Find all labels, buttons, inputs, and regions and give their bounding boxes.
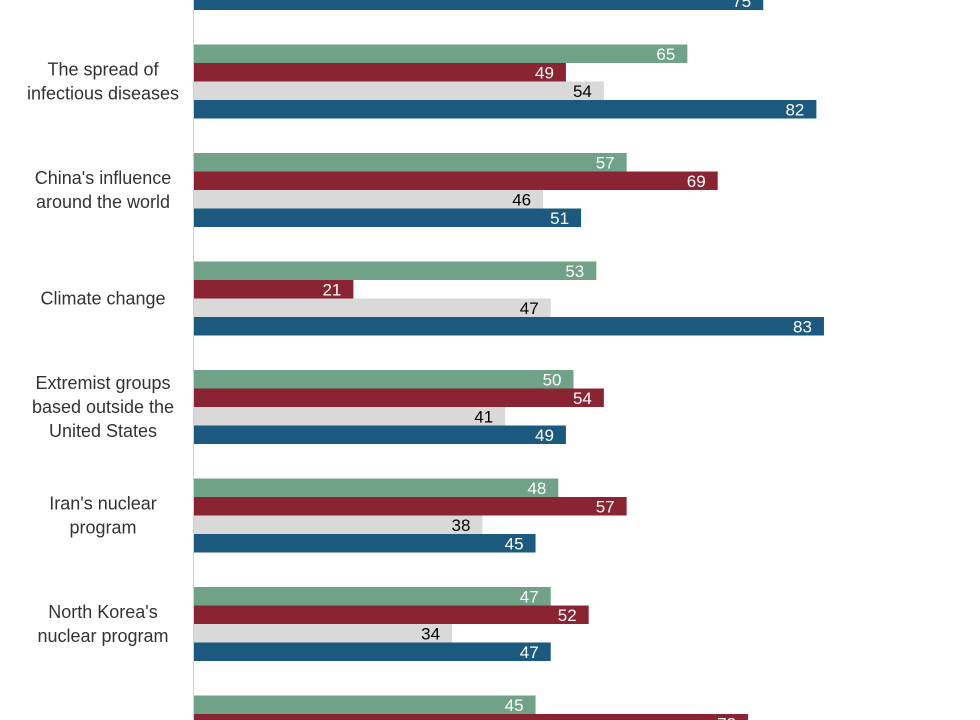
data-label-series-1-category-3: 57 — [596, 153, 615, 172]
bar-series-4-category-3 — [194, 208, 582, 227]
bar-series-2-category-8 — [194, 714, 749, 720]
data-label-series-1-category-6: 48 — [527, 479, 546, 498]
data-label-series-4-category-7: 47 — [520, 643, 539, 662]
bar-series-4-category-1 — [194, 0, 764, 10]
data-label-series-3-category-6: 38 — [451, 516, 470, 535]
data-label-series-3-category-7: 34 — [421, 624, 440, 643]
bar-series-1-category-2 — [194, 44, 688, 63]
data-label-series-4-category-1: 75 — [732, 0, 751, 11]
bar-series-2-category-5 — [194, 388, 604, 407]
data-label-series-3-category-2: 54 — [573, 82, 592, 101]
category-label-7-line-1: North Korea's — [48, 602, 158, 622]
bar-series-4-category-2 — [194, 100, 817, 119]
bar-series-1-category-4 — [194, 261, 597, 280]
bar-series-2-category-6 — [194, 497, 627, 516]
bar-series-3-category-4 — [194, 298, 551, 317]
category-label-7-line-2: nuclear program — [37, 626, 168, 646]
category-label-3-line-2: around the world — [36, 192, 170, 212]
data-label-series-4-category-5: 49 — [535, 426, 554, 445]
category-label-5-line-1: Extremist groups — [35, 373, 170, 393]
bar-series-1-category-6 — [194, 478, 559, 497]
data-label-series-2-category-7: 52 — [558, 606, 577, 625]
bar-series-3-category-3 — [194, 190, 544, 209]
data-label-series-2-category-5: 54 — [573, 389, 592, 408]
data-label-series-2-category-2: 49 — [535, 63, 554, 82]
bar-series-4-category-4 — [194, 317, 824, 336]
bars-layer: 75 65 49 54 82 57 69 46 51 53 21 47 83 50 54 41 49 48 57 38… — [194, 0, 824, 720]
bar-series-1-category-8 — [194, 695, 536, 714]
data-label-series-1-category-5: 50 — [543, 370, 562, 389]
data-label-series-3-category-4: 47 — [520, 299, 539, 318]
data-label-series-4-category-2: 82 — [785, 100, 804, 119]
data-label-series-4-category-4: 83 — [793, 317, 812, 336]
bar-series-1-category-5 — [194, 370, 574, 389]
data-label-series-3-category-3: 46 — [512, 190, 531, 209]
bar-series-2-category-4 — [194, 280, 354, 299]
bar-series-1-category-3 — [194, 153, 627, 172]
bar-series-3-category-2 — [194, 81, 604, 100]
data-label-series-1-category-4: 53 — [565, 262, 584, 281]
bar-series-1-category-7 — [194, 587, 551, 606]
bar-series-3-category-7 — [194, 624, 453, 643]
bar-series-2-category-3 — [194, 171, 718, 190]
bar-series-4-category-7 — [194, 642, 551, 661]
data-label-series-4-category-6: 45 — [505, 534, 524, 553]
category-label-6-line-2: program — [69, 518, 136, 538]
bar-series-2-category-2 — [194, 63, 566, 82]
data-label-series-1-category-2: 65 — [656, 45, 675, 64]
bar-series-2-category-7 — [194, 605, 589, 624]
category-label-5-line-2: based outside the — [32, 397, 174, 417]
data-label-series-2-category-3: 69 — [687, 172, 706, 191]
category-label-2-line-1: The spread of — [47, 60, 159, 80]
data-label-series-1-category-8: 45 — [505, 696, 524, 715]
category-labels-layer: United States The spread of infectious dis… — [27, 60, 179, 647]
category-label-2-line-2: infectious diseases — [27, 84, 179, 104]
data-label-series-2-category-6: 57 — [596, 497, 615, 516]
category-label-6-line-1: Iran's nuclear — [49, 494, 157, 514]
category-label-4-line-1: Climate change — [40, 289, 165, 309]
data-label-series-1-category-7: 47 — [520, 587, 539, 606]
bar-series-3-category-6 — [194, 515, 483, 534]
data-label-series-4-category-3: 51 — [550, 209, 569, 228]
bar-series-3-category-5 — [194, 407, 506, 426]
data-label-series-2-category-4: 21 — [322, 280, 341, 299]
category-label-3-line-1: China's influence — [35, 168, 172, 188]
category-label-5-line-3: United States — [49, 421, 157, 441]
bar-series-4-category-6 — [194, 534, 536, 553]
data-label-series-3-category-5: 41 — [474, 407, 493, 426]
bar-series-4-category-5 — [194, 425, 566, 444]
data-label-series-2-category-8: 73 — [717, 714, 736, 720]
